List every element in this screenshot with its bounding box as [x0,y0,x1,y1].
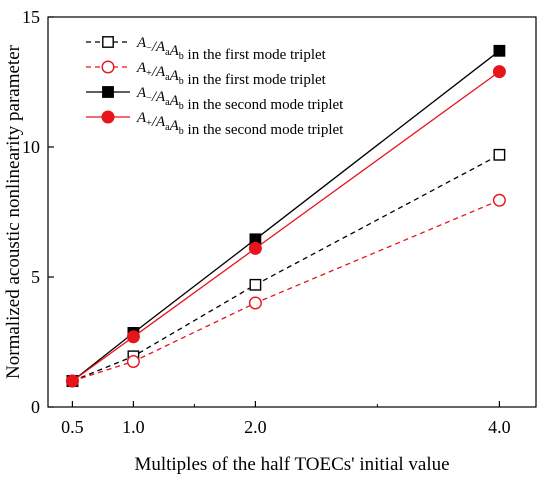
series-layer [65,44,506,388]
series-1 [66,148,506,387]
legend-label: A−/AaAb in the second mode triplet [136,85,344,113]
legend-label-part: /A [151,89,166,105]
legend-label-part: − [146,93,152,104]
legend-label-part: /A [151,39,166,55]
data-point [493,148,506,161]
legend-label-part: /A [151,114,166,130]
legend-label-part: + [146,68,152,79]
y-axis-title: Normalized acoustic nonlinearity paramet… [3,44,24,379]
data-point [126,355,140,369]
data-point [492,65,506,79]
data-point [493,44,506,57]
legend-label-part: a [165,122,170,133]
axis-ticks: 0.5 1.0 2.0 4.0 0 5 10 15 [22,7,511,437]
y-tick-label: 10 [22,137,40,157]
legend-label-part: − [146,43,152,54]
legend-label-part: /A [151,64,166,80]
series-line [72,71,500,382]
legend-marker [101,60,115,74]
legend-label-part: b [179,101,184,112]
legend: A−/AaAb in the first mode tripletA+/AaAb… [86,35,344,138]
legend-label-part: a [165,72,170,83]
legend-label-part: in the first mode triplet [184,47,327,63]
legend-entry: A+/AaAb in the first mode triplet [86,60,327,88]
legend-label-part: A [136,110,147,126]
data-point [249,278,262,291]
legend-label: A−/AaAb in the first mode triplet [136,35,327,63]
y-tick-label: 0 [31,397,40,417]
legend-label-part: + [146,118,152,129]
x-tick-label: 0.5 [61,417,84,437]
legend-label-part: A [136,85,147,101]
x-axis-title: Multiples of the half TOECs' initial val… [134,454,449,475]
legend-label-part: b [179,126,184,137]
data-point [248,241,262,255]
legend-label: A+/AaAb in the first mode triplet [136,60,327,88]
legend-label-part: A [169,93,180,109]
legend-label-part: A [169,118,180,134]
legend-label-part: A [169,68,180,84]
legend-label-part: in the second mode triplet [184,97,344,113]
legend-label-part: a [165,97,170,108]
data-point [126,330,140,344]
x-tick-label: 4.0 [488,417,511,437]
series-2 [65,193,506,388]
legend-entry: A−/AaAb in the first mode triplet [86,35,327,63]
legend-label-part: in the first mode triplet [184,72,327,88]
legend-label: A+/AaAb in the second mode triplet [136,110,344,138]
series-line [71,50,500,382]
x-tick-label: 2.0 [244,417,267,437]
legend-label-part: A [136,35,147,51]
legend-entry: A+/AaAb in the second mode triplet [86,110,344,138]
legend-label-part: b [179,51,184,62]
legend-label-part: A [169,43,180,59]
legend-label-part: b [179,76,184,87]
legend-label-part: in the second mode triplet [184,122,344,138]
data-point [248,296,262,310]
data-point [65,374,79,388]
legend-marker [102,86,114,98]
legend-marker [102,36,114,48]
data-point [492,193,506,207]
plot-frame [47,16,537,408]
legend-label-part: A [136,60,147,76]
legend-entry: A−/AaAb in the second mode triplet [86,85,344,113]
y-tick-label: 15 [22,7,40,27]
legend-marker [101,110,115,124]
series-4 [65,65,506,388]
y-tick-label: 5 [31,267,40,287]
legend-label-part: a [165,47,170,58]
series-line [72,154,500,382]
x-tick-label: 1.0 [122,417,145,437]
